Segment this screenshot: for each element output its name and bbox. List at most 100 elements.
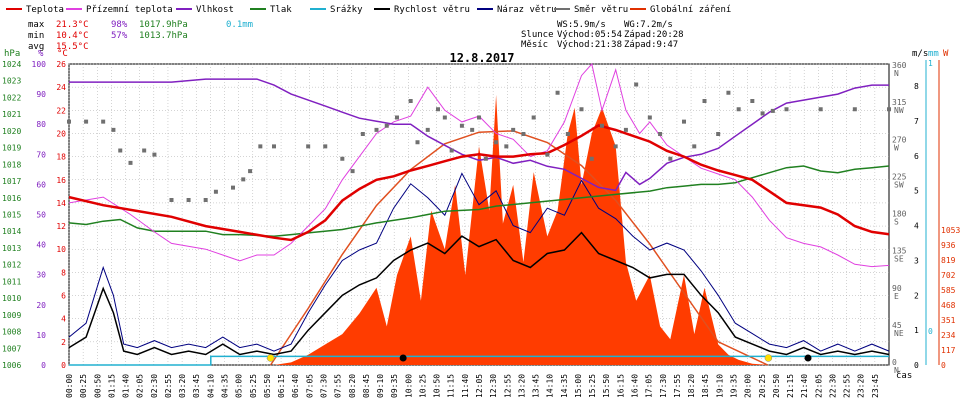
time-tick: 01:40: [122, 374, 131, 398]
wind-direction-point: [169, 198, 174, 202]
wind-direction-point: [415, 140, 420, 145]
time-tick: 15:00: [574, 374, 583, 398]
time-tick: 07:30: [319, 374, 328, 398]
wind-direction-point: [128, 160, 133, 165]
time-tick: 05:00: [235, 374, 244, 398]
wind-direction-point: [682, 119, 686, 124]
time-tick: 00:25: [79, 374, 88, 398]
hpa-tick: 1013: [2, 244, 21, 253]
direction-name-tick: N: [894, 69, 899, 78]
temp-tick: 14: [56, 199, 66, 208]
time-tick: 14:10: [546, 374, 555, 398]
time-tick: 12:30: [489, 374, 498, 398]
hpa-tick: 1023: [2, 77, 21, 86]
temp-tick: 10: [56, 245, 66, 254]
time-tick: 02:55: [164, 374, 173, 398]
direction-name-tick: S: [894, 218, 899, 227]
time-tick: 20:50: [772, 374, 781, 398]
direction-degree-tick: 45: [892, 321, 902, 330]
wind-direction-point: [350, 169, 355, 174]
radiation-tick: 0: [941, 361, 946, 370]
legend-label: Směr větru: [574, 5, 628, 15]
wind-direction-point: [555, 90, 560, 95]
series-pressure: [68, 165, 890, 237]
plot-area: [67, 62, 891, 366]
time-tick: 10:25: [418, 374, 427, 398]
time-tick: 04:10: [206, 374, 215, 398]
wind-tick: 7: [914, 117, 919, 126]
wind-direction-point: [241, 177, 246, 182]
time-tick: 02:05: [136, 374, 145, 398]
pct-tick: 80: [36, 120, 46, 129]
axis-unit-dir: m/s: [912, 49, 928, 59]
wind-direction-point: [623, 127, 628, 132]
temp-tick: 18: [56, 153, 66, 162]
wind-direction-point: [716, 132, 721, 136]
legend-label: Teplota: [26, 5, 64, 15]
sunrise-marker: [266, 354, 275, 362]
time-tick: 08:45: [362, 374, 371, 398]
wind-direction-point: [784, 107, 789, 112]
wind-direction-point: [511, 127, 516, 132]
wind-direction-point: [111, 127, 116, 132]
wind-direction-point: [692, 144, 697, 149]
time-tick: 21:40: [800, 374, 809, 398]
rain-tick: 1: [928, 59, 933, 68]
radiation-tick: 351: [941, 316, 956, 325]
wind-direction-point: [600, 123, 604, 128]
pct-tick: 70: [36, 150, 46, 159]
chart-legend: Teplota Přízemní teplota Vlhkost Tlak Srážky…: [6, 5, 731, 15]
hpa-tick: 1016: [2, 194, 21, 203]
wind-direction-point: [760, 111, 765, 116]
time-tick: 16:15: [616, 374, 625, 398]
temp-tick: 6: [61, 292, 66, 301]
time-tick: 10:00: [404, 374, 413, 398]
wind-direction-point: [504, 144, 509, 149]
time-tick: 15:50: [602, 374, 611, 398]
hpa-tick: 1024: [2, 60, 21, 69]
direction-name-tick: N: [894, 366, 899, 375]
time-tick: 20:25: [758, 374, 767, 398]
info-ws: WS:5.9m/s: [557, 20, 606, 30]
temp-tick: 20: [56, 129, 66, 138]
chart-title: 12.8.2017: [449, 51, 514, 65]
moonset-marker: [399, 354, 407, 362]
time-tick: 21:15: [786, 374, 795, 398]
time-tick: 18:20: [687, 374, 696, 398]
radiation-tick: 936: [941, 241, 956, 250]
time-tick: 06:15: [277, 374, 286, 398]
direction-name-tick: NW: [894, 106, 904, 115]
wind-direction-point: [545, 152, 550, 157]
hpa-tick: 1006: [2, 361, 21, 370]
time-tick: 12:55: [503, 374, 512, 398]
hpa-tick: 1017: [2, 177, 21, 186]
wind-direction-point: [770, 108, 775, 113]
wind-direction-point: [101, 119, 106, 124]
temp-tick: 24: [56, 83, 66, 92]
wind-direction-point: [340, 156, 345, 161]
hpa-tick: 1020: [2, 127, 21, 136]
time-tick: 23:45: [871, 374, 880, 398]
hpa-tick: 1019: [2, 144, 21, 153]
axis-unit-rain: mm: [928, 49, 939, 59]
stat-min-hum: 57%: [111, 31, 128, 41]
wind-tick: 3: [914, 256, 919, 265]
info-sun-rise: Východ:05:54: [557, 30, 622, 40]
time-tick: 05:25: [249, 374, 258, 398]
moonrise-marker: [804, 354, 812, 362]
time-tick: 00:50: [93, 374, 102, 398]
legend-label: Globální záření: [650, 5, 731, 15]
info-moon-rise: Východ:21:38: [557, 40, 622, 50]
radiation-tick: 702: [941, 271, 956, 280]
series-rain: [69, 355, 889, 366]
hpa-tick: 1018: [2, 160, 21, 169]
wind-direction-point: [647, 115, 652, 120]
direction-degree-tick: 135: [892, 247, 907, 256]
stat-avg-label: avg: [28, 42, 44, 52]
stats-block: max 21.3°C 98% 1017.9hPa 0.1mm min 10.4°…: [28, 20, 253, 52]
wind-direction-point: [118, 148, 123, 153]
wind-direction-point: [634, 82, 639, 87]
pct-tick: 60: [36, 180, 46, 189]
time-tick: 19:10: [715, 374, 724, 398]
info-moon-label: Měsíc: [521, 40, 548, 50]
